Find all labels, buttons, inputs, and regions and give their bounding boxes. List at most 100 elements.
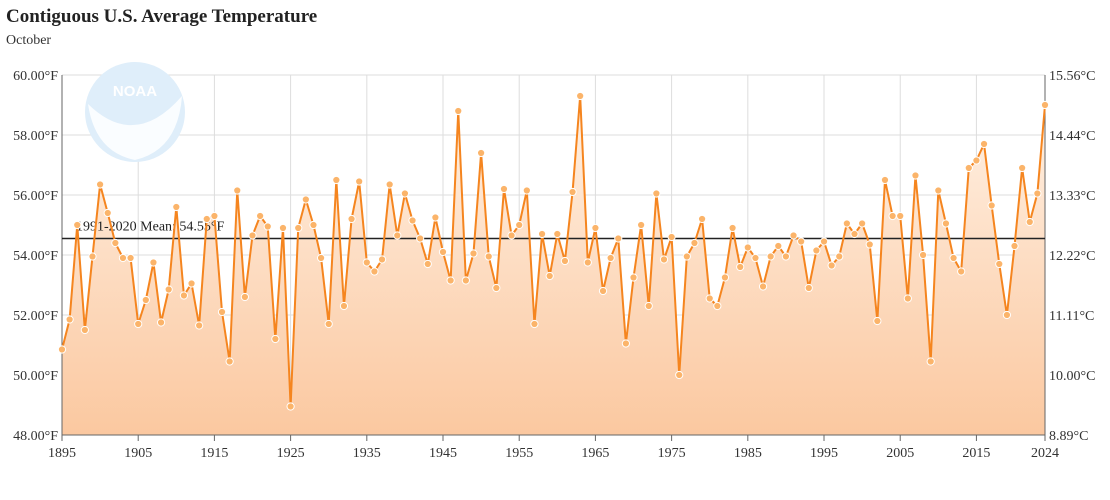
data-point <box>1040 100 1050 110</box>
data-point <box>675 370 684 380</box>
data-point <box>1010 241 1019 251</box>
data-point <box>995 259 1004 269</box>
data-point <box>941 219 951 228</box>
data-point <box>217 307 227 317</box>
data-point <box>827 261 836 270</box>
series-layer <box>57 91 1050 411</box>
data-point <box>850 229 859 239</box>
data-point <box>225 357 234 366</box>
data-point <box>233 186 242 195</box>
data-point <box>667 232 676 242</box>
data-point <box>126 253 135 263</box>
data-point <box>164 285 173 294</box>
data-point <box>865 240 874 249</box>
data-point <box>65 315 74 324</box>
data-point <box>545 271 554 281</box>
data-point <box>248 231 257 240</box>
data-point <box>195 321 204 330</box>
data-point <box>652 189 661 198</box>
data-point <box>736 262 745 272</box>
data-point <box>690 238 699 248</box>
chart-title: Contiguous U.S. Average Temperature <box>6 6 318 27</box>
x-tick-label: 1945 <box>429 446 457 461</box>
data-point <box>1002 310 1011 320</box>
data-point <box>57 345 67 354</box>
data-point <box>172 202 181 212</box>
chart-subtitle: October <box>6 33 52 48</box>
noaa-logo: NOAA <box>85 62 185 162</box>
x-tick-label: 1895 <box>48 446 76 461</box>
data-point <box>598 286 608 296</box>
data-point <box>522 186 531 195</box>
y-tick-label-right: 11.11°C <box>1049 309 1094 324</box>
data-point <box>316 253 326 263</box>
data-point <box>987 201 996 210</box>
data-point <box>979 139 989 149</box>
data-point <box>659 255 669 264</box>
x-tick-label: 2005 <box>886 446 914 461</box>
data-point <box>370 267 379 276</box>
data-point <box>301 195 310 204</box>
data-point <box>629 273 638 282</box>
data-point <box>88 252 97 261</box>
x-tick-label: 1905 <box>124 446 152 461</box>
data-point <box>355 177 364 186</box>
y-tick-label-left: 60.00°F <box>13 69 58 84</box>
x-tick-label: 1975 <box>658 446 686 461</box>
data-point <box>1018 163 1027 173</box>
data-point <box>1033 189 1042 198</box>
data-point <box>103 208 112 218</box>
data-point <box>537 229 547 239</box>
x-tick-label: 1915 <box>200 446 228 461</box>
data-point <box>682 252 691 261</box>
data-point <box>134 319 143 329</box>
x-tick-label: 2015 <box>962 446 990 461</box>
data-point <box>80 325 89 335</box>
data-point <box>515 220 524 230</box>
data-point <box>621 339 630 348</box>
data-point <box>499 184 509 194</box>
x-tick-label: 2024 <box>1031 446 1059 461</box>
data-point <box>377 255 387 264</box>
data-point <box>873 316 882 326</box>
data-point <box>179 291 189 300</box>
data-point <box>918 250 928 260</box>
data-point <box>347 214 356 224</box>
data-point <box>324 319 333 329</box>
data-point <box>637 220 646 230</box>
data-point <box>210 211 219 221</box>
data-point <box>835 252 844 261</box>
data-point <box>728 223 737 233</box>
data-point <box>720 273 730 282</box>
data-point <box>766 252 775 261</box>
x-tick-label: 1985 <box>734 446 762 461</box>
data-point <box>743 243 752 252</box>
y-tick-label-right: 8.89°C <box>1049 429 1088 444</box>
data-point <box>271 334 280 344</box>
mean-label: 1991-2020 Mean: 54.55°F <box>76 220 225 235</box>
data-point <box>583 258 592 267</box>
data-point <box>560 256 570 266</box>
data-point <box>469 249 478 258</box>
data-point <box>880 175 890 185</box>
data-point <box>568 187 577 197</box>
data-point <box>842 219 851 228</box>
data-point <box>477 148 486 158</box>
data-point <box>591 223 600 233</box>
data-point <box>149 258 158 267</box>
y-tick-label-right: 14.44°C <box>1049 129 1095 144</box>
y-tick-label-left: 54.00°F <box>13 249 58 264</box>
data-point <box>553 229 562 239</box>
data-point <box>286 402 295 411</box>
x-tick-label: 1925 <box>277 446 305 461</box>
data-point <box>507 231 516 240</box>
data-point <box>911 171 920 180</box>
data-point <box>96 180 105 189</box>
data-point <box>530 319 539 329</box>
data-point <box>957 267 966 276</box>
data-point <box>240 292 249 302</box>
data-point <box>896 211 905 221</box>
data-point <box>141 295 150 305</box>
data-point <box>713 301 722 311</box>
